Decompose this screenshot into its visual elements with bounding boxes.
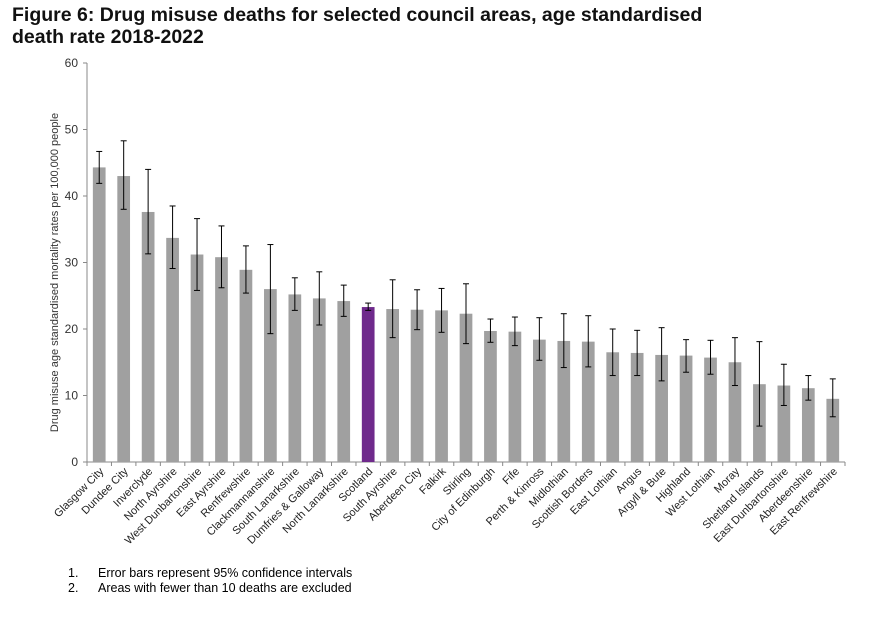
bar — [361, 307, 375, 462]
bar — [435, 310, 448, 462]
footnote-text: Error bars represent 95% confidence inte… — [98, 566, 353, 580]
bar — [386, 309, 400, 462]
footnote-2: 2. Areas with fewer than 10 deaths are e… — [68, 581, 352, 596]
bar — [777, 385, 791, 462]
y-tick-label: 10 — [65, 389, 79, 403]
bar — [239, 269, 253, 462]
bar — [92, 167, 106, 462]
bar — [655, 354, 668, 462]
footnote-number: 1. — [68, 566, 79, 580]
bar — [508, 331, 522, 462]
chart-title: Figure 6: Drug misuse deaths for selecte… — [12, 4, 852, 48]
y-tick-label: 20 — [65, 322, 79, 336]
bar — [826, 398, 840, 462]
bar — [264, 289, 277, 462]
bar — [288, 294, 302, 462]
bar — [606, 352, 620, 462]
bar — [532, 339, 546, 462]
bar — [484, 330, 497, 462]
bar — [410, 309, 424, 462]
bar — [215, 257, 228, 462]
bar — [190, 254, 204, 462]
bar — [581, 341, 595, 462]
bar — [459, 313, 473, 462]
bar — [728, 362, 742, 462]
y-tick-label: 40 — [65, 189, 79, 203]
y-tick-label: 50 — [65, 123, 79, 137]
bar — [117, 176, 131, 463]
bar — [557, 340, 571, 462]
bar — [312, 298, 326, 462]
footnotes: 1. Error bars represent 95% confidence i… — [68, 566, 352, 596]
footnote-text: Areas with fewer than 10 deaths are excl… — [98, 581, 352, 595]
footnote-1: 1. Error bars represent 95% confidence i… — [68, 566, 352, 581]
bar — [801, 388, 815, 462]
chart-title-line-2: death rate 2018-2022 — [12, 26, 204, 48]
y-tick-label: 0 — [71, 455, 78, 469]
bar — [679, 355, 693, 462]
bar — [704, 357, 717, 462]
footnote-number: 2. — [68, 581, 79, 595]
y-axis-title: Drug misuse age standardised mortality r… — [49, 113, 61, 432]
chart-title-line-1: Figure 6: Drug misuse deaths for selecte… — [12, 4, 703, 26]
bar — [630, 352, 644, 462]
bar — [337, 301, 351, 462]
bar — [166, 237, 179, 462]
bar — [141, 211, 155, 462]
y-tick-label: 30 — [65, 256, 79, 270]
y-tick-label: 60 — [65, 56, 79, 70]
